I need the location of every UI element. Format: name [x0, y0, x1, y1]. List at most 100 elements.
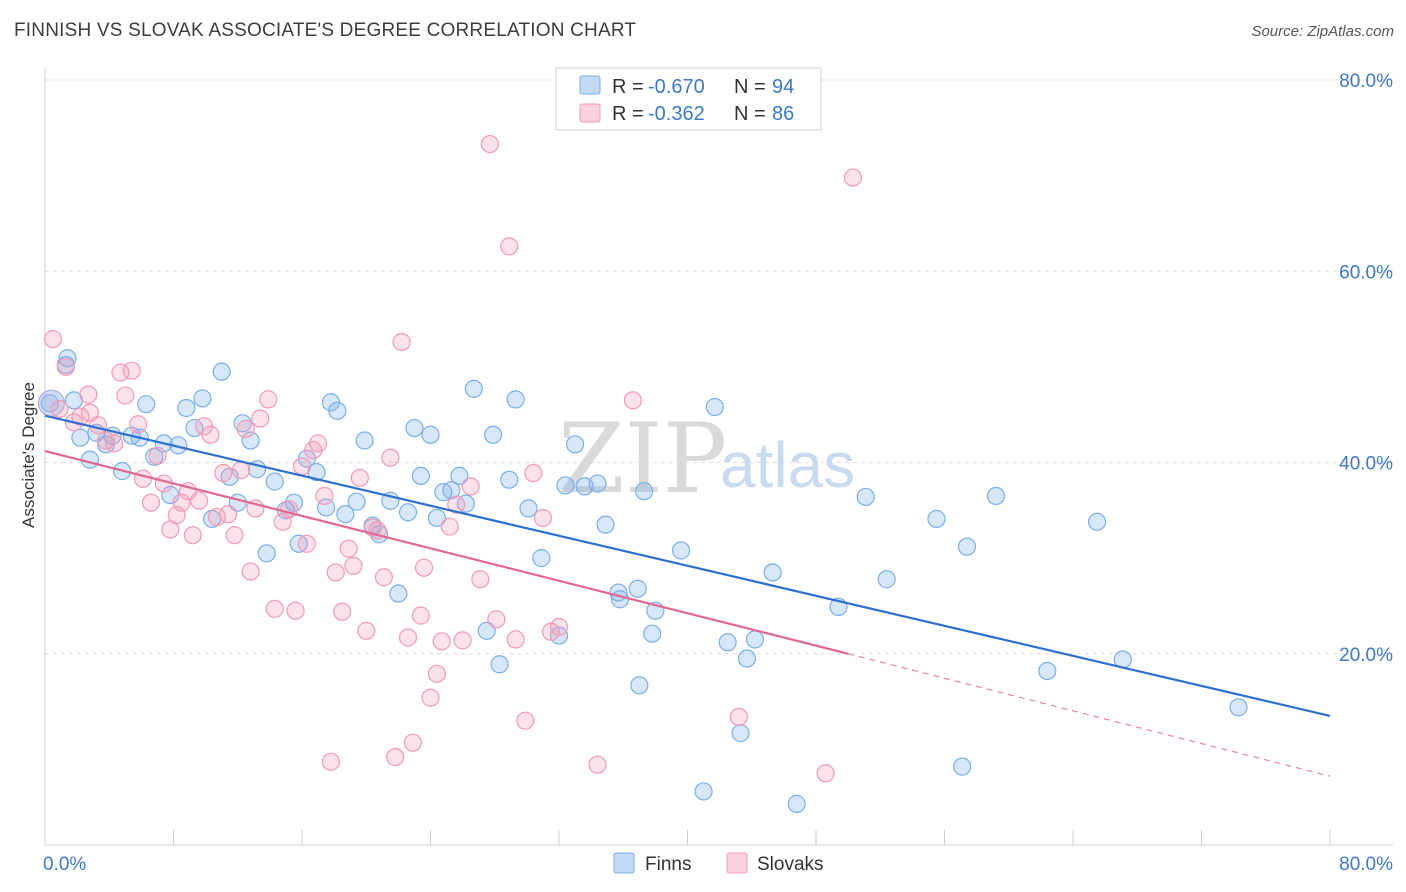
y-axis-label: Associate's Degree: [19, 382, 38, 528]
slovaks-point: [280, 500, 299, 519]
finns-point: [137, 395, 156, 414]
finns-point: [671, 541, 691, 560]
slovaks-point: [315, 486, 334, 506]
legend-slovaks-r-value: -0.362: [648, 103, 705, 125]
finns-point: [643, 624, 662, 643]
legend-finns-r-label: R =: [612, 76, 644, 98]
finns-point: [986, 486, 1006, 506]
slovaks-point: [623, 391, 642, 410]
slovaks-point: [411, 606, 430, 625]
slovaks-point: [231, 461, 251, 480]
finns-point: [731, 724, 750, 743]
finns-point: [737, 649, 757, 668]
x-tick-label: 0.0%: [43, 854, 86, 875]
finns-point: [328, 401, 347, 420]
finns-point: [405, 418, 424, 438]
finns-point: [1087, 512, 1107, 531]
slovaks-point: [427, 664, 447, 683]
slovaks-point: [432, 632, 451, 651]
finns-point: [464, 379, 483, 398]
slovaks-point: [183, 526, 202, 545]
slovaks-point: [440, 517, 459, 536]
finns-point: [532, 549, 551, 568]
finns-point: [442, 481, 461, 500]
finns-point: [316, 498, 336, 517]
slovaks-point: [219, 505, 238, 524]
finns-point: [787, 794, 806, 813]
slovaks-point: [350, 468, 369, 487]
finns-point: [355, 431, 374, 450]
legend-slovaks-n-label: N =: [734, 103, 766, 125]
y-tick-label: 60.0%: [1339, 262, 1393, 283]
y-tick-label: 40.0%: [1339, 454, 1393, 475]
slovaks-point: [344, 556, 363, 575]
slovaks-point: [357, 621, 376, 640]
bottom-legend-slovaks: Slovaks: [757, 854, 824, 875]
finns-point: [877, 570, 896, 589]
finns-point: [856, 487, 875, 507]
finns-point: [1038, 661, 1057, 681]
finns-point: [241, 431, 260, 450]
finns-point: [953, 757, 972, 776]
slovaks-point: [129, 415, 148, 434]
slovaks-point: [172, 493, 191, 512]
slovaks-point: [588, 755, 607, 774]
finns-point: [411, 466, 430, 485]
slovaks-point: [241, 562, 260, 581]
slovaks-point: [292, 457, 312, 476]
slovaks-point: [398, 628, 418, 647]
slovaks-point: [816, 764, 835, 783]
slovaks-point: [236, 419, 255, 439]
finns-trend-line: [44, 414, 1331, 717]
finns-point: [519, 499, 538, 518]
bottom-legend: Finns Slovaks: [613, 852, 824, 875]
slovaks-points: [43, 134, 863, 783]
watermark-zip: ZIP: [558, 403, 727, 515]
slovaks-point: [201, 425, 220, 444]
finns-point: [927, 509, 946, 529]
slovaks-point: [843, 168, 863, 187]
finns-point: [40, 394, 59, 413]
slovaks-point: [122, 361, 141, 380]
finns-point: [694, 782, 713, 801]
slovaks-point: [487, 610, 506, 629]
slovaks-point: [516, 711, 535, 730]
slovaks-point: [480, 134, 500, 154]
finns-point: [427, 508, 447, 528]
finns-point: [763, 563, 782, 582]
slovaks-point: [339, 539, 358, 558]
slovaks-point: [43, 330, 63, 349]
x-tick-labels: 0.0% 80.0%: [43, 854, 1393, 875]
finns-point: [565, 435, 585, 454]
watermark-atlas: atlas: [720, 429, 855, 501]
slovaks-point: [207, 507, 226, 527]
slovaks-point: [225, 526, 244, 545]
slovaks-point: [297, 534, 316, 553]
finns-point: [257, 544, 276, 563]
slovaks-point: [104, 434, 124, 453]
finns-point: [588, 474, 607, 493]
bottom-legend-swatch-finns: [613, 852, 635, 874]
slovaks-point: [524, 463, 543, 483]
finns-point: [421, 425, 440, 444]
slovaks-point: [500, 237, 519, 256]
finns-point: [347, 492, 366, 511]
legend-swatch-finns: [579, 75, 601, 95]
slovaks-point: [447, 495, 466, 514]
legend-finns-r-value: -0.670: [648, 76, 705, 98]
finns-point: [265, 472, 284, 491]
x-tick-label: 80.0%: [1339, 854, 1393, 875]
slovaks-point: [308, 434, 328, 453]
slovaks-point: [148, 446, 167, 465]
finns-point: [389, 584, 408, 603]
slovaks-point: [71, 407, 90, 426]
slovaks-point: [471, 570, 490, 589]
finns-point: [500, 470, 519, 489]
slovaks-point: [259, 390, 278, 409]
finns-point: [450, 466, 469, 485]
slovaks-point: [133, 469, 153, 488]
finns-point: [71, 428, 90, 447]
slovaks-point: [116, 386, 135, 405]
axes: [44, 68, 1393, 846]
